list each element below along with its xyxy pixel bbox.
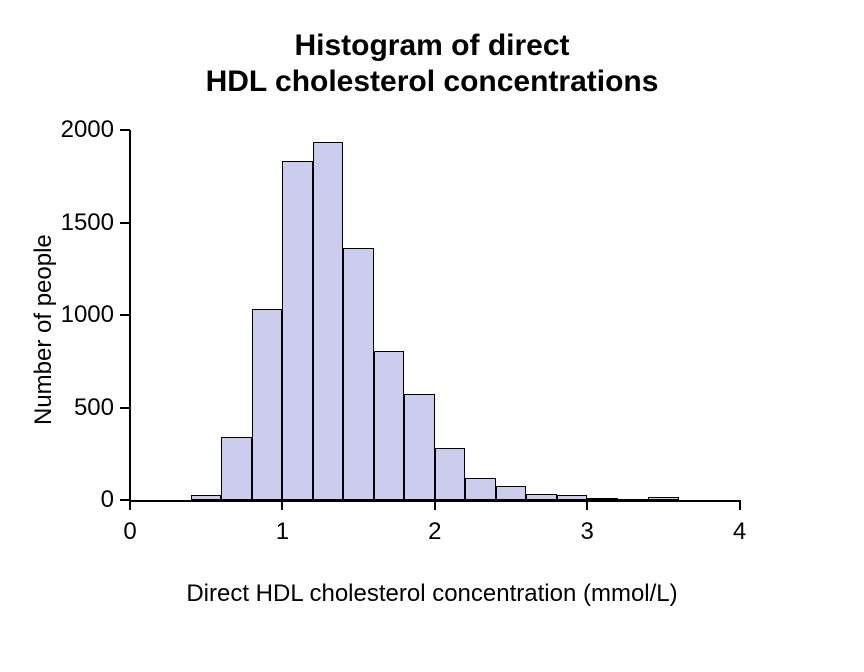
y-tick-label: 2000 bbox=[34, 116, 114, 144]
y-tick bbox=[120, 129, 130, 131]
histogram-bar bbox=[282, 161, 312, 500]
y-tick-label: 1000 bbox=[34, 301, 114, 329]
chart-container: Histogram of direct HDL cholesterol conc… bbox=[0, 0, 864, 672]
x-tick bbox=[281, 500, 283, 510]
x-tick-label: 3 bbox=[557, 518, 617, 546]
histogram-bar bbox=[343, 248, 373, 500]
x-tick-label: 1 bbox=[252, 518, 312, 546]
y-tick-label: 500 bbox=[34, 394, 114, 422]
chart-title-line2: HDL cholesterol concentrations bbox=[0, 64, 864, 100]
x-tick bbox=[586, 500, 588, 510]
x-tick bbox=[129, 500, 131, 510]
chart-title-line1: Histogram of direct bbox=[0, 28, 864, 64]
x-tick-label: 2 bbox=[405, 518, 465, 546]
x-tick-label: 0 bbox=[100, 518, 160, 546]
histogram-bar bbox=[313, 142, 343, 500]
histogram-bar bbox=[435, 448, 465, 500]
x-axis-label: Direct HDL cholesterol concentration (mm… bbox=[0, 580, 864, 608]
y-tick bbox=[120, 314, 130, 316]
y-tick-label: 0 bbox=[34, 486, 114, 514]
histogram-bar bbox=[374, 351, 404, 500]
x-tick bbox=[739, 500, 741, 510]
x-tick bbox=[434, 500, 436, 510]
y-tick-label: 1500 bbox=[34, 209, 114, 237]
histogram-bar bbox=[252, 309, 282, 500]
histogram-bar bbox=[221, 437, 251, 500]
histogram-bar bbox=[404, 394, 434, 500]
chart-title: Histogram of direct HDL cholesterol conc… bbox=[0, 28, 864, 100]
y-tick bbox=[120, 407, 130, 409]
plot-area: 050010001500200001234 bbox=[130, 130, 770, 500]
x-tick-label: 4 bbox=[710, 518, 770, 546]
histogram-bar bbox=[465, 478, 495, 500]
histogram-bar bbox=[496, 486, 526, 500]
y-tick bbox=[120, 222, 130, 224]
